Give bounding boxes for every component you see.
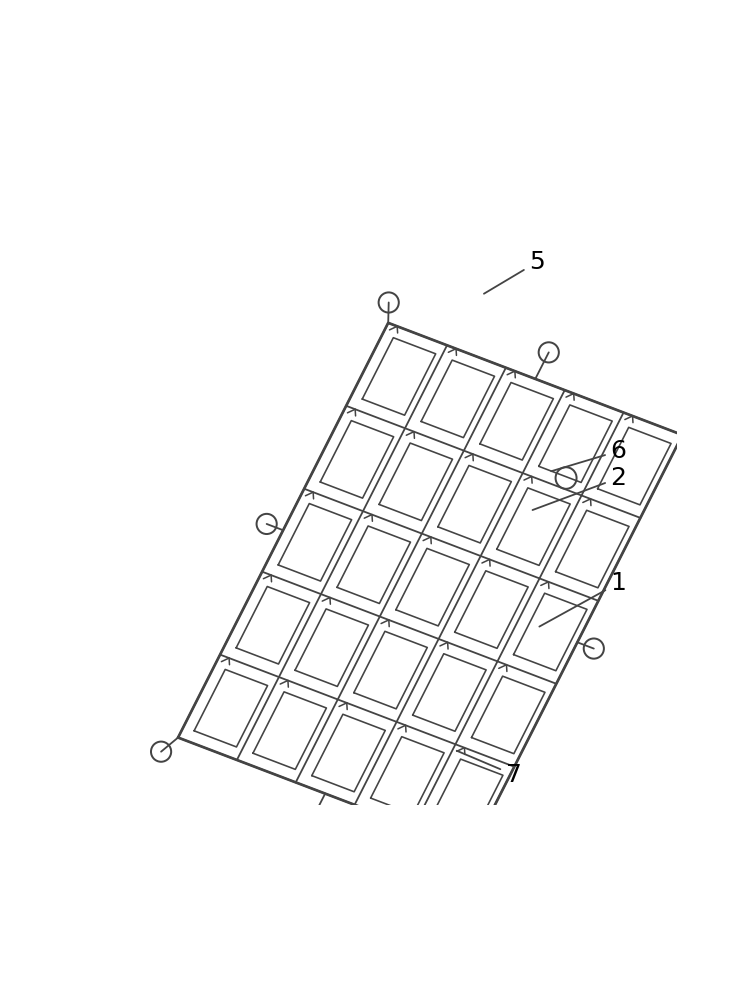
Text: 2: 2 bbox=[532, 466, 626, 510]
Text: 7: 7 bbox=[456, 751, 522, 787]
Text: 6: 6 bbox=[551, 439, 626, 471]
Text: 1: 1 bbox=[539, 571, 626, 627]
Text: 5: 5 bbox=[484, 250, 544, 294]
